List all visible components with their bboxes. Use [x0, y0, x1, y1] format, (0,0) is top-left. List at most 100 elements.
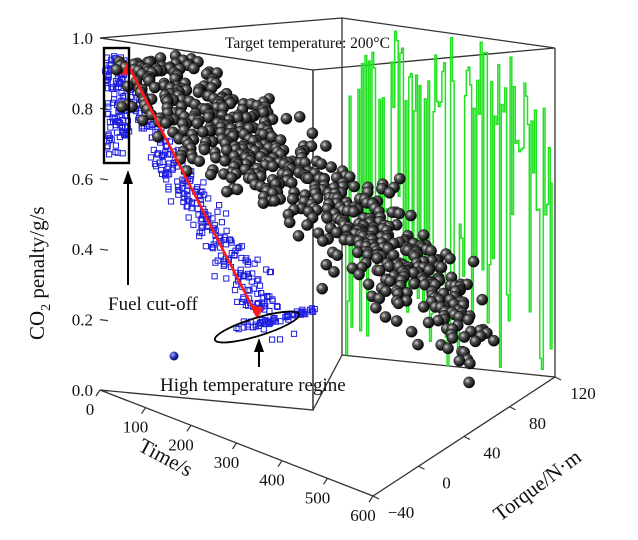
black-sphere-point: [197, 126, 209, 138]
blue-square-point: [223, 227, 230, 234]
blue-square-point: [211, 222, 218, 229]
blue-square-point: [222, 241, 230, 248]
black-sphere-point: [188, 62, 200, 75]
blue-square-point: [124, 124, 131, 131]
blue-square-point: [188, 205, 195, 212]
high-temp-label: High temperature regine: [160, 375, 346, 396]
blue-square-point: [277, 318, 284, 325]
blue-square-point: [151, 160, 159, 168]
black-sphere-point: [417, 229, 430, 241]
z-tick-label: 0.2: [72, 311, 93, 330]
z-tick-mark: [99, 248, 109, 251]
blue-square-point: [115, 118, 123, 126]
blue-square-point: [105, 103, 112, 110]
blue-square-point: [200, 179, 207, 186]
black-sphere-point: [204, 168, 217, 181]
blue-square-point: [276, 336, 284, 343]
z-tick-mark: [99, 178, 109, 181]
blue-square-point: [181, 194, 188, 201]
blue-square-point: [273, 303, 280, 310]
y-tick-mark: [509, 406, 516, 411]
x-axis: 0 100 200 300 400 500 600: [86, 389, 376, 525]
blue-square-point: [179, 184, 186, 192]
black-sphere-point: [347, 206, 360, 218]
z-tick-mark: [99, 319, 109, 322]
black-sphere-point: [464, 357, 476, 370]
blue-square-point: [255, 299, 262, 307]
black-sphere-point: [476, 293, 489, 306]
x-tick-mark: [323, 478, 328, 485]
annotations: Fuel cut-off High temperature regine Tar…: [102, 35, 390, 396]
fuel-cutoff-label: Fuel cut-off: [108, 294, 199, 315]
fuel-cutoff-arrowhead: [123, 170, 133, 184]
x-tick-label: 300: [214, 453, 240, 472]
blue-square-point: [269, 297, 276, 304]
z-axis: 0.0 0.2 0.4 0.6 0.8 1.0: [72, 29, 109, 400]
blue-square-point: [263, 266, 270, 273]
black-sphere-point: [405, 209, 417, 222]
high-temp-arrowhead: [254, 338, 264, 352]
blue-square-point: [236, 244, 243, 251]
blue-square-point: [250, 285, 257, 292]
y-tick-label: 80: [529, 414, 546, 433]
blue-square-point: [221, 234, 228, 241]
black-sphere-point: [371, 252, 384, 265]
x-tick-label: 100: [123, 418, 149, 437]
x-tick-label: 500: [305, 488, 331, 507]
blue-square-point: [117, 78, 124, 86]
black-sphere-point: [293, 111, 306, 123]
black-sphere-point: [315, 158, 328, 170]
blue-square-point: [234, 245, 242, 252]
z-axis-label-sub: 2: [39, 304, 54, 311]
black-sphere-point: [317, 235, 329, 247]
blue-square-point: [244, 323, 251, 330]
blue-square-point: [154, 150, 162, 157]
blue-square-point: [160, 151, 168, 158]
x-tick-label: 200: [168, 435, 194, 454]
blue-square-point: [254, 290, 261, 297]
blue-square-point: [218, 219, 226, 226]
black-sphere-point: [266, 160, 279, 173]
black-sphere-point: [330, 226, 343, 239]
black-sphere-point: [301, 219, 313, 231]
x-tick-mark: [141, 407, 146, 414]
z-tick-label: 0.0: [72, 381, 93, 400]
black-sphere-point: [286, 193, 299, 205]
blue-square-point: [159, 158, 166, 166]
black-sphere-point: [198, 143, 211, 156]
x-tick-mark: [368, 495, 374, 503]
blue-square-point: [150, 146, 157, 154]
blue-square-point: [112, 142, 120, 149]
black-sphere-point: [316, 282, 329, 295]
y-axis-label: Torque/N·m: [489, 445, 586, 526]
black-sphere-point: [390, 315, 403, 327]
blue-square-point: [110, 118, 117, 125]
black-sphere-point: [393, 207, 406, 220]
z-tick-mark: [99, 37, 109, 40]
black-sphere-point: [328, 266, 340, 278]
blue-square-point: [311, 306, 318, 313]
z-tick-label: 1.0: [72, 29, 93, 48]
blue-square-point: [181, 190, 188, 198]
blue-square-point: [263, 320, 270, 327]
blue-square-point: [174, 178, 181, 185]
blue-square-point: [254, 256, 261, 263]
blue-square-point: [190, 221, 197, 228]
black-sphere-point: [392, 297, 405, 310]
x-tick-label: 0: [86, 400, 95, 419]
blue-square-point: [202, 243, 210, 250]
red-trend-line: [125, 62, 260, 319]
blue-square-point: [194, 184, 201, 191]
blue-square-point: [240, 324, 247, 331]
blue-square-point: [119, 93, 127, 100]
y-tick-mark: [463, 435, 471, 441]
black-sphere-point: [432, 314, 445, 327]
blue-square-point: [165, 186, 172, 193]
black-sphere-point: [325, 161, 338, 173]
black-sphere-point: [446, 332, 459, 344]
y-tick-label: 0: [442, 473, 451, 492]
black-sphere-point: [422, 316, 435, 329]
z-axis-label-rest: penalty/g/s: [25, 206, 49, 303]
